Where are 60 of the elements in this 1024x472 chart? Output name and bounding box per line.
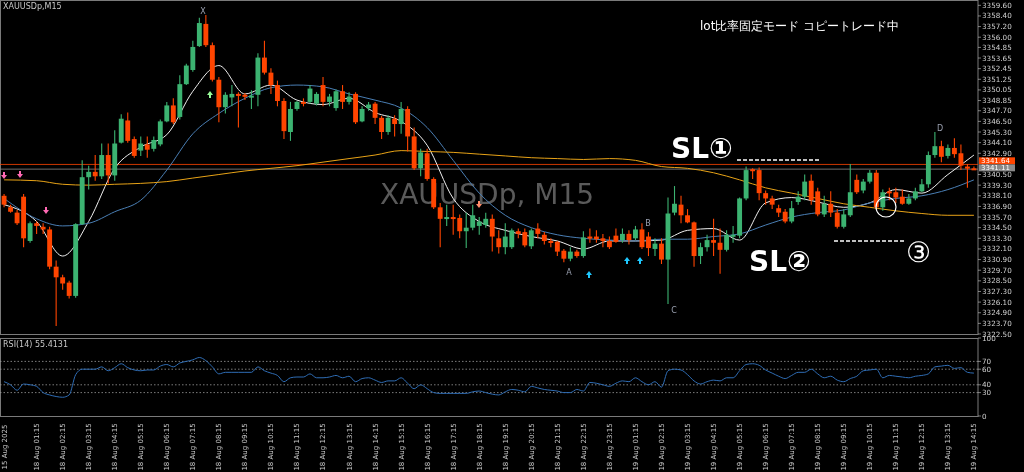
candlestick xyxy=(756,166,762,201)
candlestick xyxy=(86,165,92,191)
candlestick xyxy=(372,101,378,125)
candlestick xyxy=(379,115,385,140)
candlestick xyxy=(170,97,176,125)
candlestick xyxy=(385,114,391,136)
candlestick xyxy=(164,101,170,123)
annotation: SL① xyxy=(671,132,733,165)
line-series xyxy=(3,357,975,398)
annotation: A xyxy=(566,268,573,277)
candlestick xyxy=(496,229,502,254)
candlestick xyxy=(587,228,593,244)
annotation: SL② xyxy=(749,245,811,278)
annotation: D xyxy=(936,124,944,133)
annotation: C xyxy=(671,306,678,315)
candlestick xyxy=(938,140,944,163)
candlestick xyxy=(717,228,723,275)
candlestick xyxy=(646,231,651,257)
candlestick xyxy=(248,89,254,110)
candlestick xyxy=(288,101,293,142)
candlestick xyxy=(854,173,860,195)
candlestick xyxy=(711,218,717,257)
annotation: ③ xyxy=(906,236,932,269)
candlestick xyxy=(932,131,938,159)
candlestick xyxy=(261,40,267,75)
candlestick xyxy=(138,135,144,157)
candlestick xyxy=(672,185,677,216)
candlestick xyxy=(789,200,795,224)
candlestick xyxy=(196,17,202,48)
candlestick xyxy=(659,237,664,265)
annotation: B xyxy=(645,219,651,228)
candlestick xyxy=(118,113,124,145)
candlestick xyxy=(834,208,840,230)
candlestick xyxy=(144,135,150,159)
candlestick xyxy=(828,190,834,218)
chart-title: XAUUSDp,M15 xyxy=(3,2,62,11)
candlestick xyxy=(392,114,398,137)
candlestick xyxy=(418,148,424,177)
candlestick xyxy=(802,173,808,201)
candlestick xyxy=(489,213,495,253)
candlestick xyxy=(847,163,853,218)
candlestick xyxy=(157,119,163,147)
candlestick xyxy=(27,220,33,244)
candlestick xyxy=(99,142,105,180)
annotation: lot比率固定モード コピートレード中 xyxy=(700,19,900,33)
candlestick xyxy=(821,195,827,218)
candlestick xyxy=(125,111,131,144)
candlestick xyxy=(841,208,847,230)
candlestick xyxy=(131,135,137,159)
candlestick xyxy=(275,80,280,107)
annotation: X xyxy=(200,7,207,16)
candlestick xyxy=(528,228,534,250)
candlestick xyxy=(580,230,586,259)
candlestick xyxy=(203,14,209,48)
chart-title: RSI(14) 55.4131 xyxy=(3,340,69,349)
candlestick xyxy=(724,229,730,253)
candlestick xyxy=(398,101,404,135)
candlestick xyxy=(53,259,59,327)
candlestick xyxy=(340,84,345,110)
candlestick xyxy=(698,242,703,265)
